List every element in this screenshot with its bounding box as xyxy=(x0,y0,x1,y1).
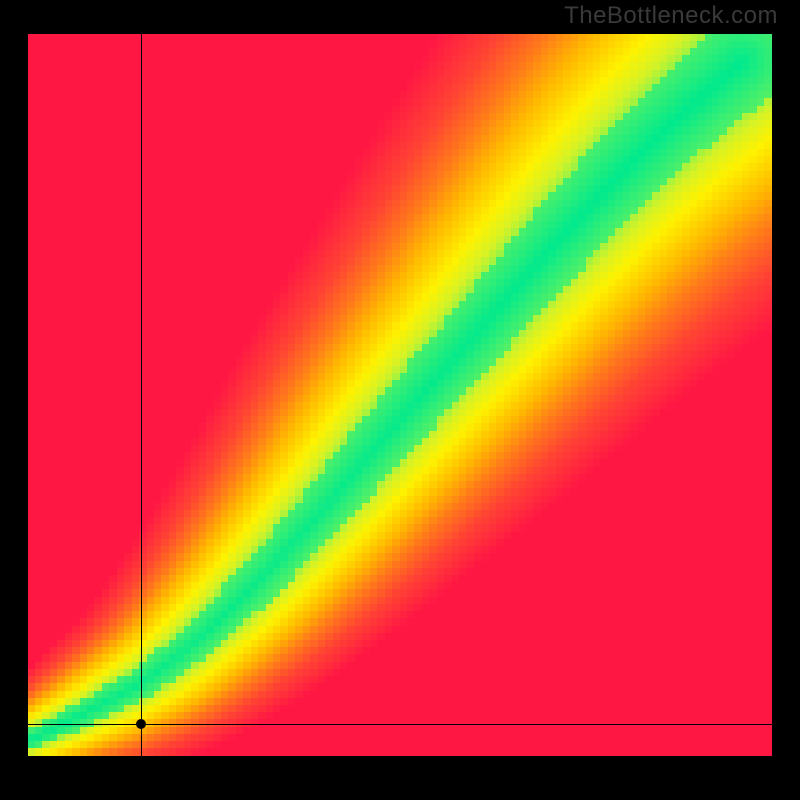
heatmap-plot xyxy=(28,34,772,756)
crosshair-marker xyxy=(136,719,146,729)
watermark-text: TheBottleneck.com xyxy=(564,2,778,30)
crosshair-vertical xyxy=(141,34,142,756)
heatmap-canvas xyxy=(28,34,772,756)
